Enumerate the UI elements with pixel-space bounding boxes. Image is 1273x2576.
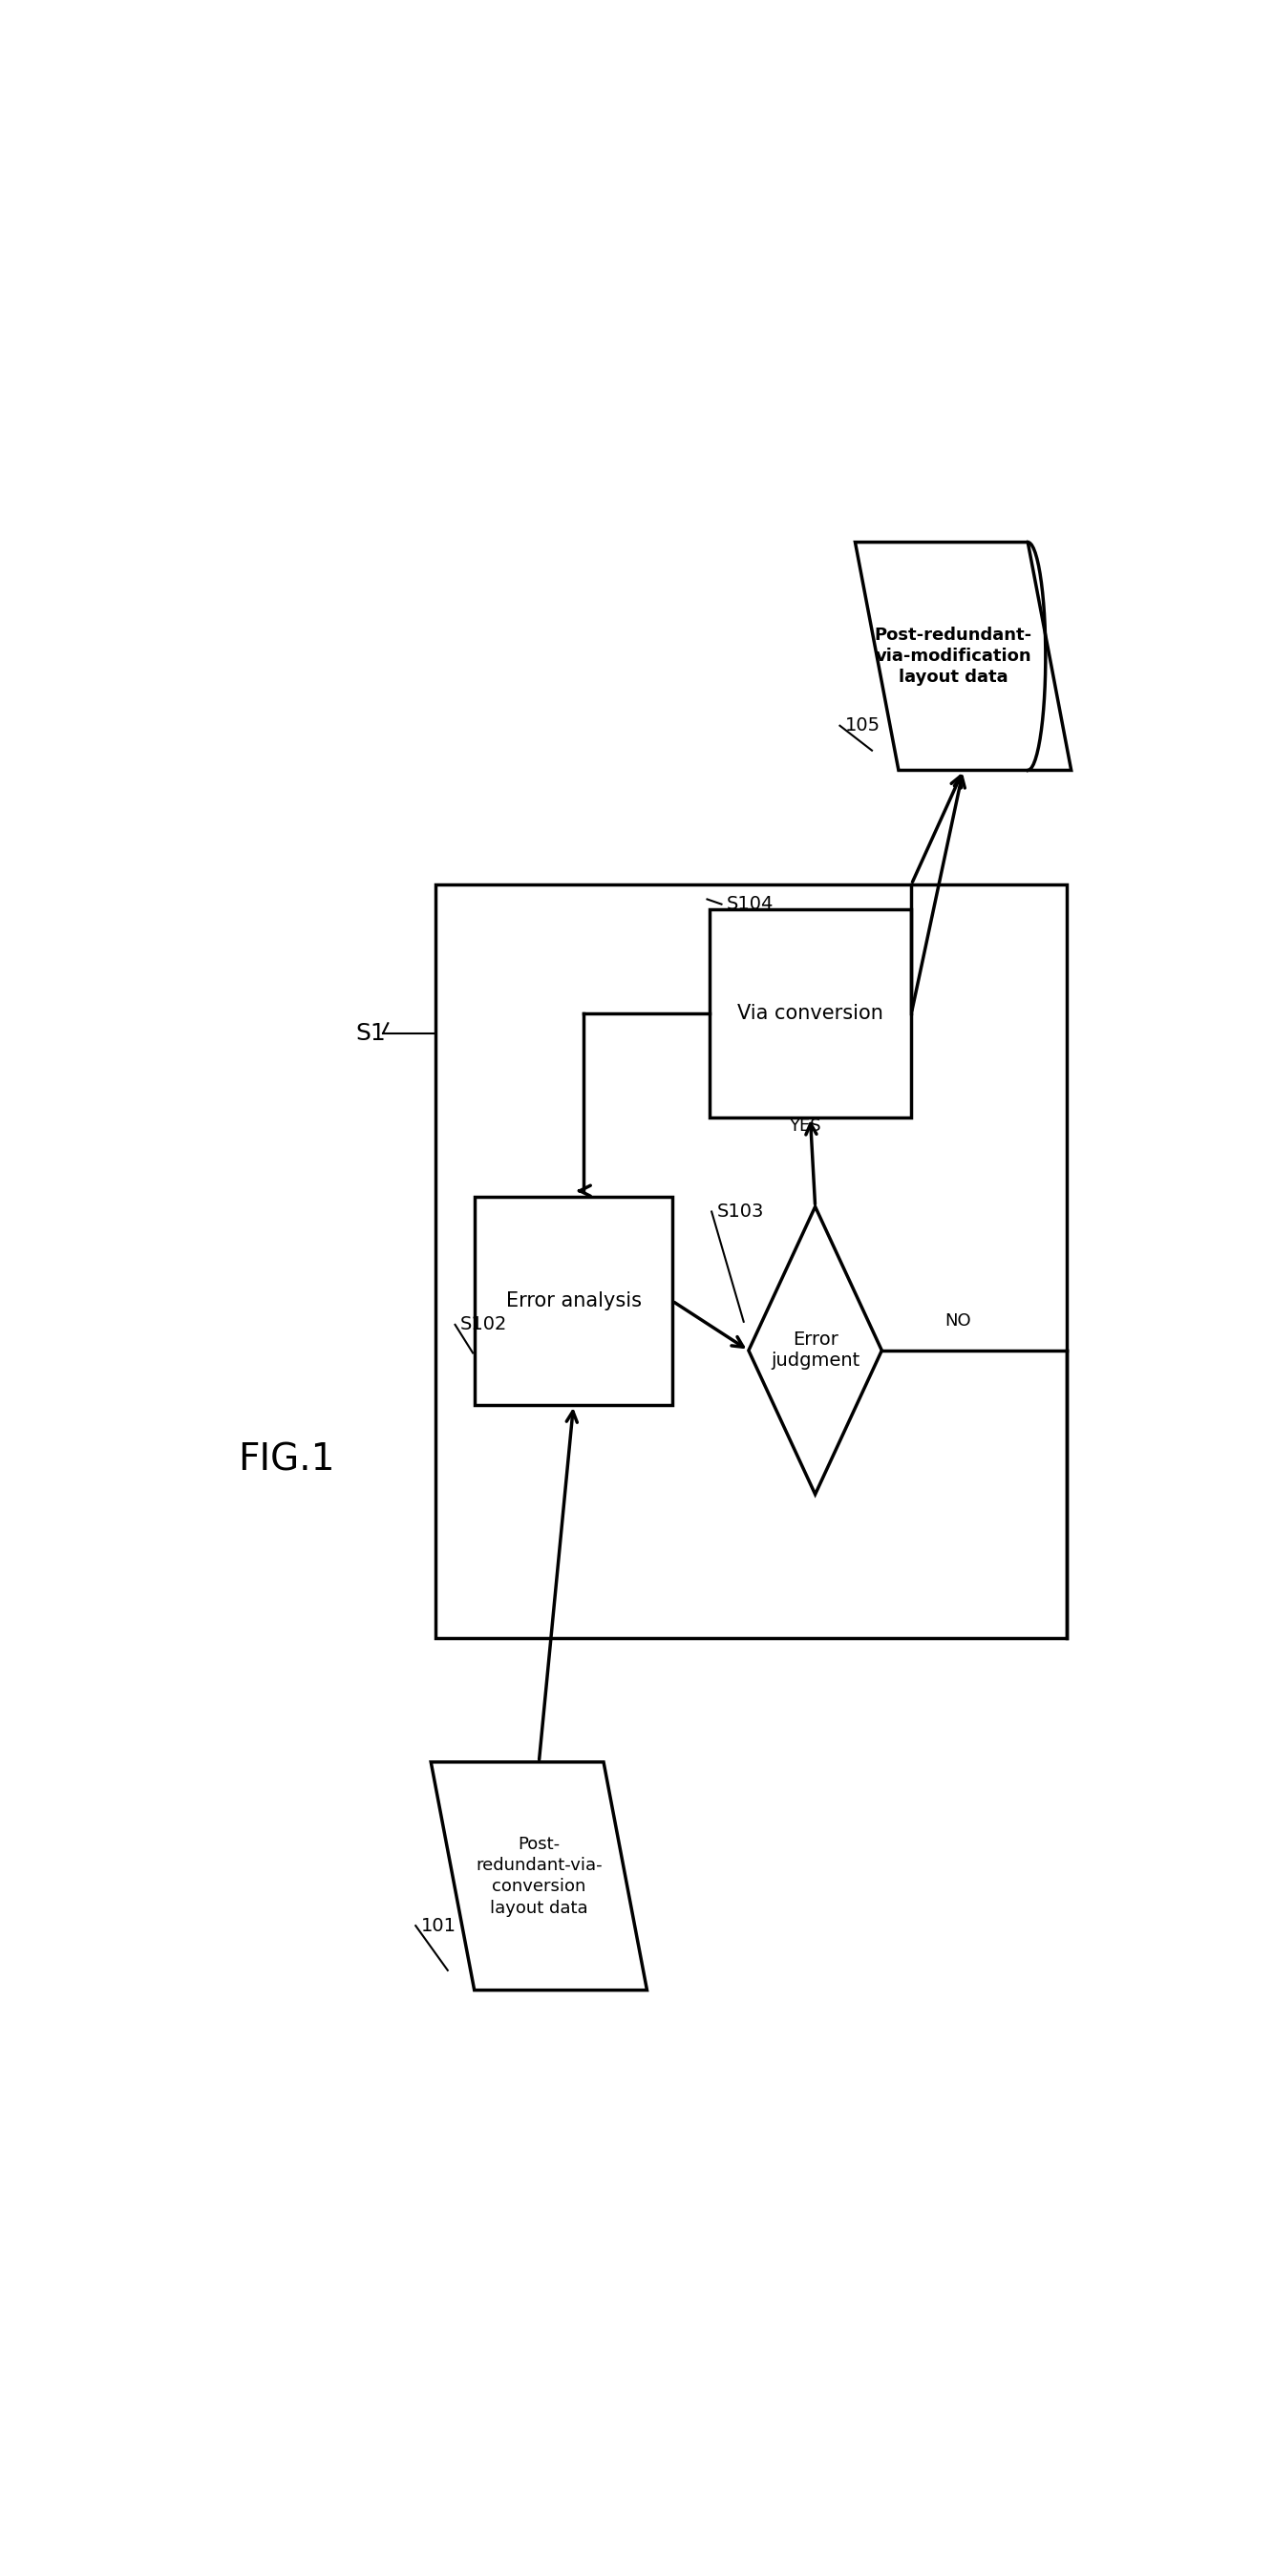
Polygon shape	[749, 1206, 882, 1494]
Text: Error analysis: Error analysis	[505, 1291, 642, 1311]
Bar	[475, 1198, 672, 1404]
Text: 105: 105	[845, 716, 880, 734]
Text: FIG.1: FIG.1	[238, 1443, 335, 1479]
Text: S1: S1	[355, 1023, 386, 1043]
Text: Post-
redundant-via-
conversion
layout data: Post- redundant-via- conversion layout d…	[476, 1837, 602, 1917]
Text: S104: S104	[727, 894, 774, 914]
Text: NO: NO	[945, 1311, 971, 1329]
Text: Post-redundant-
via-modification
layout data: Post-redundant- via-modification layout …	[875, 626, 1032, 685]
Text: YES: YES	[789, 1118, 821, 1136]
Text: Via conversion: Via conversion	[737, 1005, 883, 1023]
Bar	[435, 884, 1067, 1638]
Text: S102: S102	[460, 1316, 507, 1334]
Text: 101: 101	[420, 1917, 456, 1935]
Text: Error
judgment: Error judgment	[770, 1332, 859, 1370]
Polygon shape	[855, 541, 1071, 770]
Polygon shape	[432, 1762, 647, 1991]
Bar	[709, 909, 911, 1118]
Text: S103: S103	[717, 1203, 764, 1221]
